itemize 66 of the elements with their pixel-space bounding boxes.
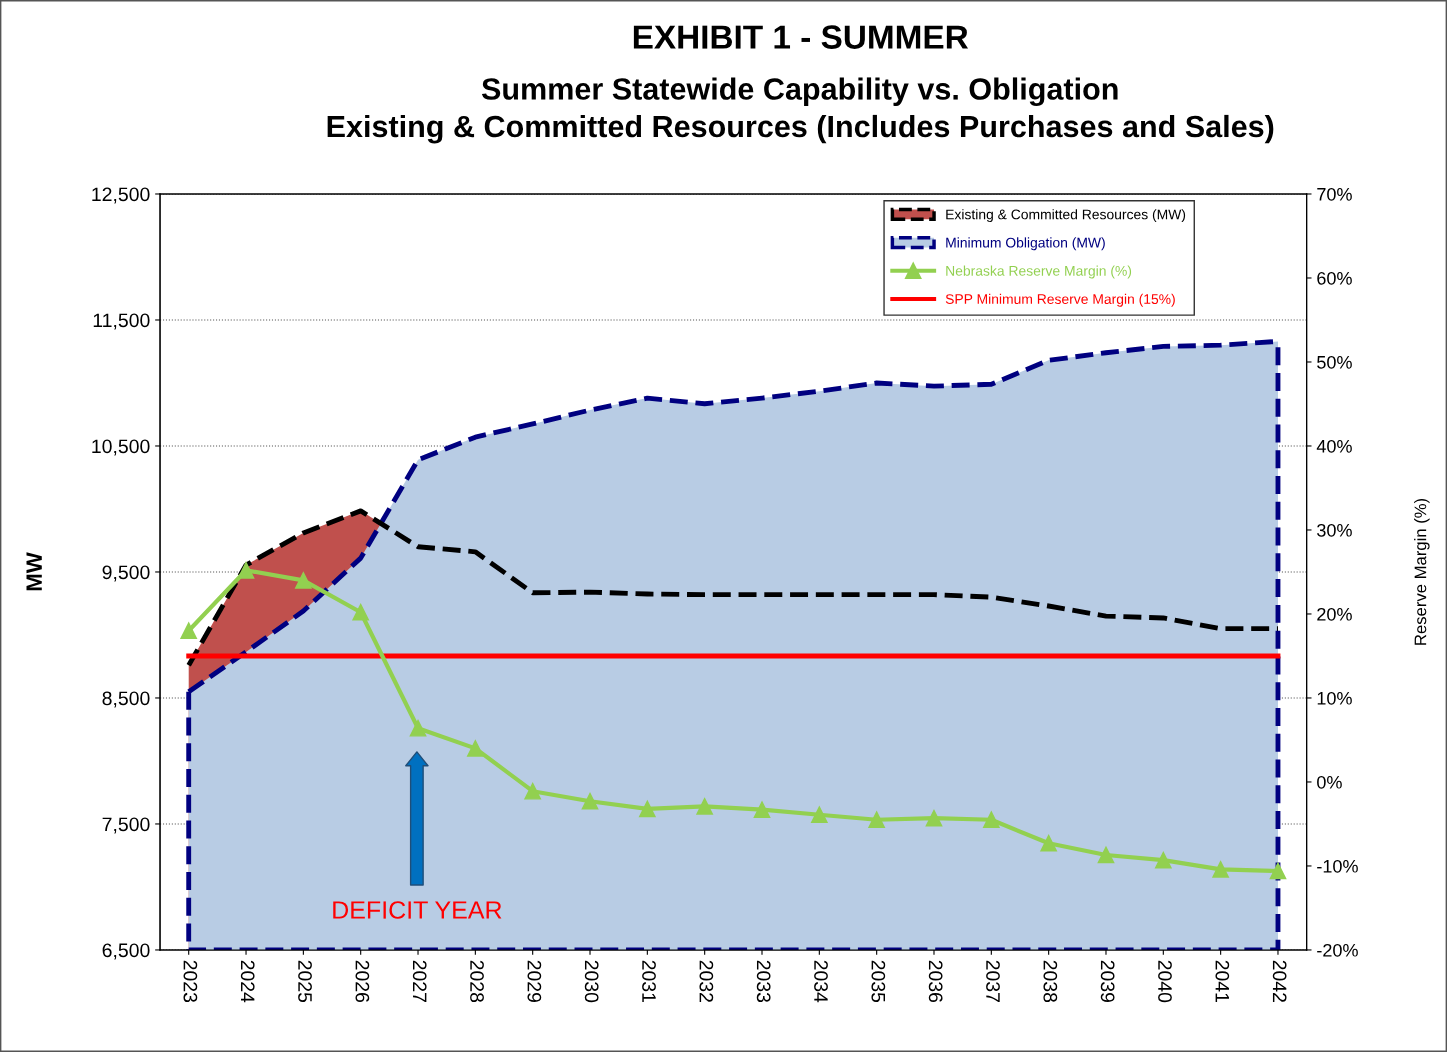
y2-tick-label: -20%: [1317, 943, 1358, 957]
x-tick-label: 2033: [756, 960, 771, 1003]
point: [352, 603, 370, 621]
point: [467, 740, 484, 757]
point: [1154, 851, 1172, 869]
point: [639, 800, 656, 818]
point: [180, 622, 198, 640]
point: [696, 797, 714, 815]
y-axis-title: MW: [26, 552, 42, 591]
x-tick-label: 2034: [814, 960, 828, 1003]
y2-tick-label: 40%: [1316, 439, 1352, 453]
x-tick-label: 2041: [1215, 960, 1230, 1002]
legend-label: Existing & Committed Resources (MW): [946, 209, 1186, 223]
y2-tick-label: 20%: [1317, 607, 1352, 621]
y-tick-label: 10,500: [92, 439, 150, 456]
point: [295, 572, 312, 589]
point: [237, 561, 255, 579]
x-tick-label: 2025: [298, 960, 312, 1003]
x-tick-label: 2042: [1272, 960, 1287, 1002]
y-tick-label: 11,500: [93, 313, 150, 330]
point: [925, 809, 943, 827]
y2-tick-label: 50%: [1317, 355, 1352, 369]
x-tick-label: 2037: [986, 960, 1000, 1002]
point: [1269, 862, 1287, 880]
x-tick-label: 2032: [699, 960, 714, 1002]
point: [1097, 846, 1115, 864]
point: [581, 792, 599, 810]
x-tick-label: 2039: [1100, 960, 1115, 1003]
x-tick-label: 2026: [355, 960, 370, 1003]
point: [409, 719, 427, 737]
x-tick-label: 2031: [642, 960, 656, 1002]
legend-label: Nebraska Reserve Margin (%): [946, 265, 1132, 279]
y2-tick-label: 60%: [1317, 271, 1352, 285]
y-tick-label: 12,500: [92, 187, 150, 204]
x-tick-label: 2027: [412, 960, 427, 1002]
y-tick-label: 8,500: [102, 691, 150, 708]
y2-tick-label: 0%: [1317, 775, 1342, 789]
legend-label: Minimum Obligation (MW): [946, 237, 1105, 251]
chart-title: EXHIBIT 1 - SUMMER: [633, 25, 969, 49]
y-tick-label: 7,500: [102, 817, 150, 834]
x-tick-label: 2029: [527, 960, 542, 1003]
x-tick-label: 2024: [240, 960, 255, 1003]
x-tick-label: 2035: [871, 960, 886, 1003]
point: [1212, 860, 1229, 878]
y2-tick-label: 10%: [1317, 691, 1352, 705]
x-tick-label: 2030: [584, 960, 599, 1003]
y2-axis-title: Reserve Margin (%): [1414, 498, 1430, 645]
point: [753, 801, 771, 819]
x-tick-label: 2038: [1043, 960, 1058, 1003]
x-tick-label: 2023: [183, 960, 198, 1003]
point: [1040, 834, 1057, 852]
chart-subtitle: Summer Statewide Capability vs. Obligation Existing & Committed Resources (Includes Purchases and Sales): [327, 77, 1274, 144]
point: [982, 811, 1000, 829]
y-tick-label: 6,500: [102, 943, 150, 960]
x-tick-label: 2036: [928, 960, 943, 1003]
legend-label: SPP Minimum Reserve Margin (15%): [945, 293, 1175, 307]
y2-tick-label: -10%: [1317, 859, 1358, 873]
x-tick-label: 2028: [470, 960, 484, 1003]
annotation: DEFICIT YEAR: [333, 901, 502, 919]
point: [524, 782, 542, 800]
y2-tick-label: 30%: [1317, 523, 1352, 537]
x-tick-label: 2040: [1158, 960, 1172, 1003]
y2-tick-label: 70%: [1317, 187, 1352, 201]
point: [868, 811, 885, 829]
y-tick-label: 9,500: [102, 565, 150, 582]
point: [811, 806, 828, 824]
